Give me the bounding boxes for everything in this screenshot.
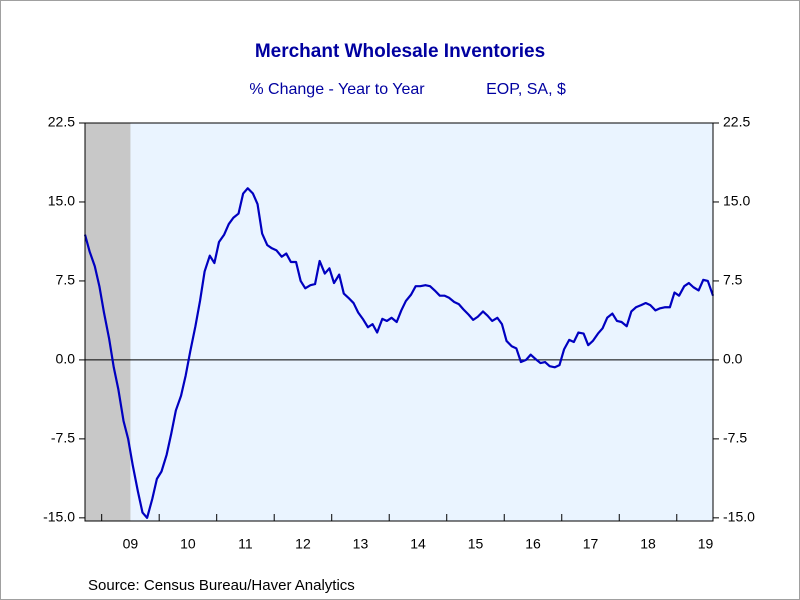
y2-tick-label: -15.0: [723, 509, 755, 525]
y2-tick-label: 7.5: [723, 272, 743, 288]
chart-subtitle: % Change - Year to Year: [249, 81, 425, 98]
chart-subtitle-right: EOP, SA, $: [486, 81, 566, 98]
recession-shading: [85, 123, 131, 521]
y-tick-label: -7.5: [51, 430, 75, 446]
plot-border: [84, 122, 714, 522]
x-tick-label: 12: [295, 536, 311, 552]
plot-area: 22.5 15.0 7.5 0.0 -7.5 -15.0 22.5 15.0 7.5 0.0 -7.…: [43, 114, 755, 552]
chart-title: Merchant Wholesale Inventories: [255, 41, 545, 62]
y2-tick-label: 15.0: [723, 193, 750, 209]
y-tick-label: 7.5: [56, 272, 76, 288]
y-tick-label: -15.0: [43, 509, 75, 525]
y-tick-label: 15.0: [48, 193, 75, 209]
plot-background: [85, 123, 713, 521]
x-tick-label: 14: [410, 536, 426, 552]
y-tick-label: 22.5: [48, 114, 75, 130]
x-tick-label: 19: [698, 536, 714, 552]
x-tick-label: 11: [238, 536, 253, 552]
y2-tick-label: 0.0: [723, 351, 743, 367]
y2-tick-label: -7.5: [723, 430, 747, 446]
source-note: Source: Census Bureau/Haver Analytics: [88, 577, 355, 594]
x-tick-label: 10: [180, 536, 196, 552]
y-tick-label: 0.0: [56, 351, 76, 367]
y2-tick-label: 22.5: [723, 114, 750, 130]
x-tick-label: 09: [123, 536, 139, 552]
x-tick-label: 13: [353, 536, 369, 552]
x-tick-label: 18: [640, 536, 656, 552]
x-tick-label: 16: [525, 536, 541, 552]
x-tick-label: 17: [583, 536, 599, 552]
data-line: [83, 187, 715, 519]
x-tick-label: 15: [468, 536, 484, 552]
